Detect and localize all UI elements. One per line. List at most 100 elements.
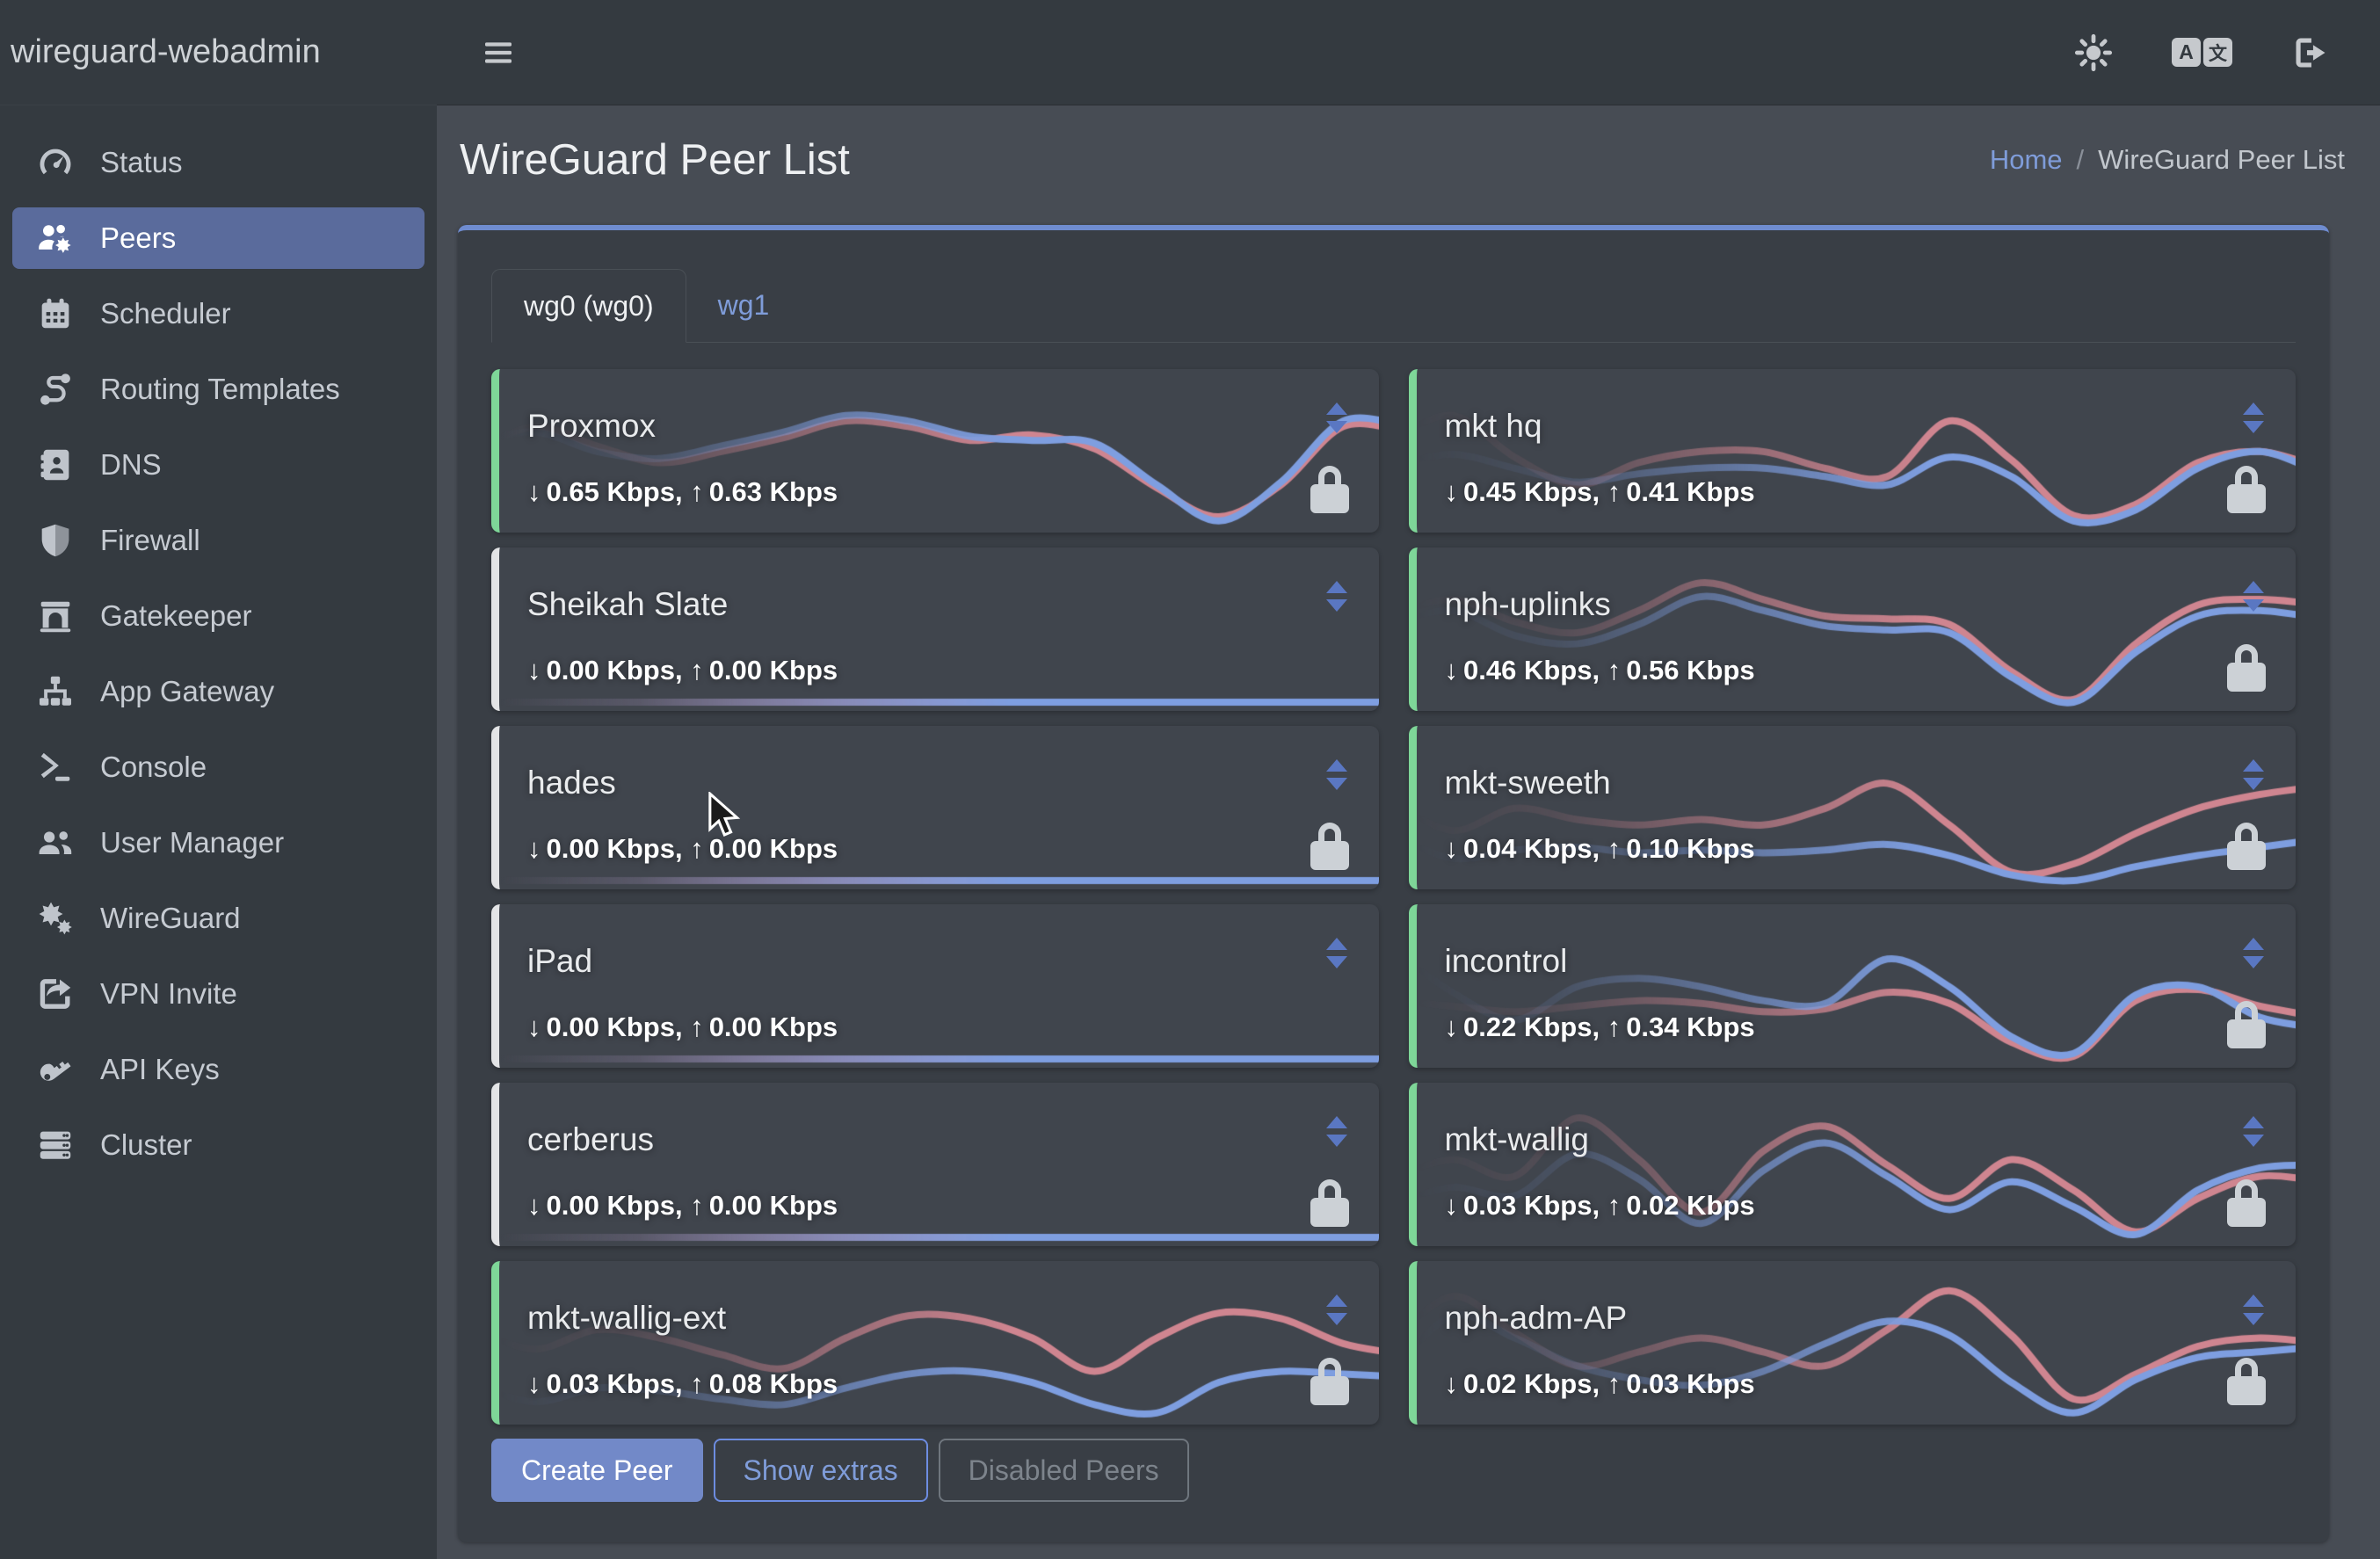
server-icon (35, 1125, 79, 1165)
sort-down-triangle (2243, 778, 2264, 790)
upload-arrow-icon: ↑ (1607, 1368, 1622, 1399)
sort-up-triangle (1325, 759, 1347, 772)
sidebar-item-firewall[interactable]: Firewall (12, 510, 424, 571)
upload-arrow-icon: ↑ (1607, 655, 1622, 685)
sidebar-item-label: Status (100, 146, 183, 178)
peer-name: Sheikah Slate (527, 586, 729, 622)
sidebar-item-routing-templates[interactable]: Routing Templates (12, 359, 424, 420)
sort-down-triangle (1325, 599, 1347, 612)
peer-traffic-sparkline (1416, 904, 2296, 1068)
peer-name: iPad (527, 943, 593, 979)
sort-down-triangle (2243, 956, 2264, 968)
peer-stats: ↓ 0.03 Kbps, ↑ 0.02 Kbps (1444, 1190, 1755, 1221)
sidebar-item-cluster[interactable]: Cluster (12, 1114, 424, 1176)
sidebar-item-api-keys[interactable]: API Keys (12, 1039, 424, 1100)
sort-handle-icon[interactable] (2243, 1294, 2264, 1325)
peer-traffic-sparkline (499, 726, 1379, 889)
sidebar-item-peers[interactable]: Peers (12, 207, 424, 269)
breadcrumb: Home / WireGuard Peer List (1990, 144, 2345, 176)
sidebar-item-wireguard[interactable]: WireGuard (12, 888, 424, 949)
peer-card[interactable]: hades ↓ 0.00 Kbps, ↑ 0.00 Kbps (491, 726, 1379, 889)
sidebar-item-label: Gatekeeper (100, 599, 252, 632)
tab-wg1[interactable]: wg1 (717, 289, 770, 321)
peer-card[interactable]: mkt-wallig-ext ↓ 0.03 Kbps, ↑ 0.08 Kbps (491, 1261, 1379, 1425)
calendar-icon (35, 294, 79, 334)
main-content: WireGuard Peer List Home / WireGuard Pee… (437, 105, 2380, 1559)
peer-card[interactable]: nph-uplinks ↓ 0.46 Kbps, ↑ 0.56 Kbps (1408, 547, 2296, 711)
upload-arrow-icon: ↑ (1607, 1190, 1622, 1221)
lock-icon (1310, 823, 1349, 870)
lock-icon (2227, 466, 2266, 513)
peer-stats: ↓ 0.00 Kbps, ↑ 0.00 Kbps (527, 1190, 838, 1221)
upload-arrow-icon: ↑ (690, 833, 704, 864)
sort-handle-icon[interactable] (2243, 581, 2264, 612)
peer-name: hades (527, 765, 616, 801)
sort-handle-icon[interactable] (1325, 581, 1347, 612)
lock-icon (1310, 466, 1349, 513)
sort-handle-icon[interactable] (1325, 1294, 1347, 1325)
sidebar-item-label: User Manager (100, 826, 285, 859)
peer-card[interactable]: mkt-sweeth ↓ 0.04 Kbps, ↑ 0.10 Kbps (1408, 726, 2296, 889)
tab-wg0-wg0-[interactable]: wg0 (wg0) (491, 269, 686, 343)
peer-traffic-sparkline (1416, 369, 2296, 533)
interface-tabs: wg0 (wg0) wg1 (491, 269, 2296, 343)
download-arrow-icon: ↓ (1444, 1368, 1459, 1399)
sidebar-item-dns[interactable]: DNS (12, 434, 424, 496)
app-brand[interactable]: wireguard-webadmin (0, 0, 437, 105)
peer-column: mkt hq ↓ 0.45 Kbps, ↑ 0.41 Kbps nph-uplinks ↓… (1408, 369, 2296, 1425)
sidebar-item-gatekeeper[interactable]: Gatekeeper (12, 585, 424, 647)
download-arrow-icon: ↓ (1444, 476, 1459, 507)
sidebar-item-console[interactable]: Console (12, 736, 424, 798)
sort-down-triangle (1325, 1313, 1347, 1325)
hamburger-menu-button[interactable] (481, 35, 516, 70)
peer-traffic-sparkline (499, 904, 1379, 1068)
sidebar-item-app-gateway[interactable]: App Gateway (12, 661, 424, 722)
peer-card[interactable]: cerberus ↓ 0.00 Kbps, ↑ 0.00 Kbps (491, 1083, 1379, 1246)
shield-icon (35, 520, 79, 561)
sort-handle-icon[interactable] (2243, 938, 2264, 968)
sort-handle-icon[interactable] (2243, 402, 2264, 433)
sort-handle-icon[interactable] (2243, 759, 2264, 790)
sidebar-item-vpn-invite[interactable]: VPN Invite (12, 963, 424, 1025)
sort-up-triangle (2243, 1116, 2264, 1128)
download-arrow-icon: ↓ (1444, 1012, 1459, 1042)
sort-handle-icon[interactable] (1325, 1116, 1347, 1147)
sort-handle-icon[interactable] (1325, 938, 1347, 968)
peer-name: mkt-wallig (1444, 1121, 1589, 1157)
upload-arrow-icon: ↑ (690, 655, 704, 685)
sidebar-item-label: API Keys (100, 1053, 220, 1085)
peer-card[interactable]: Proxmox ↓ 0.65 Kbps, ↑ 0.63 Kbps (491, 369, 1379, 533)
peer-stats: ↓ 0.65 Kbps, ↑ 0.63 Kbps (527, 476, 838, 507)
sidebar-item-user-manager[interactable]: User Manager (12, 812, 424, 874)
peer-card[interactable]: incontrol ↓ 0.22 Kbps, ↑ 0.34 Kbps (1408, 904, 2296, 1068)
theme-toggle-button[interactable] (2073, 33, 2114, 73)
peer-card[interactable]: Sheikah Slate ↓ 0.00 Kbps, ↑ 0.00 Kbps (491, 547, 1379, 711)
upload-arrow-icon: ↑ (1607, 1012, 1622, 1042)
peer-name: nph-uplinks (1444, 586, 1611, 622)
logout-button[interactable] (2290, 33, 2331, 73)
create-peer-button[interactable]: Create Peer (491, 1439, 703, 1502)
peer-card[interactable]: mkt-wallig ↓ 0.03 Kbps, ↑ 0.02 Kbps (1408, 1083, 2296, 1246)
peer-name: cerberus (527, 1121, 654, 1157)
show-extras-button[interactable]: Show extras (713, 1439, 928, 1502)
peer-card[interactable]: iPad ↓ 0.00 Kbps, ↑ 0.00 Kbps (491, 904, 1379, 1068)
sidebar-item-status[interactable]: Status (12, 132, 424, 193)
sidebar-item-label: WireGuard (100, 902, 241, 934)
peer-traffic-sparkline (1416, 1083, 2296, 1246)
breadcrumb-home-link[interactable]: Home (1989, 144, 2063, 175)
peer-traffic-sparkline (499, 547, 1379, 711)
peer-name: mkt-wallig-ext (527, 1300, 727, 1336)
sort-handle-icon[interactable] (1325, 759, 1347, 790)
sort-handle-icon[interactable] (1325, 402, 1347, 433)
sidebar-item-label: VPN Invite (100, 977, 237, 1010)
peer-card[interactable]: mkt hq ↓ 0.45 Kbps, ↑ 0.41 Kbps (1408, 369, 2296, 533)
disabled-peers-button[interactable]: Disabled Peers (938, 1439, 1189, 1502)
peer-card[interactable]: nph-adm-AP ↓ 0.02 Kbps, ↑ 0.03 Kbps (1408, 1261, 2296, 1425)
page-title: WireGuard Peer List (460, 136, 850, 184)
sort-up-triangle (2243, 1294, 2264, 1307)
sort-handle-icon[interactable] (2243, 1116, 2264, 1147)
sidebar-item-scheduler[interactable]: Scheduler (12, 283, 424, 344)
users-gear-icon (35, 218, 79, 258)
